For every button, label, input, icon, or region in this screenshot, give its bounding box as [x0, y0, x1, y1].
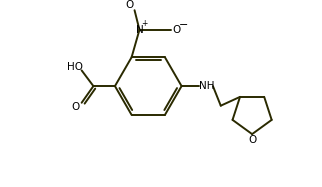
Text: O: O — [248, 135, 256, 145]
Text: −: − — [179, 20, 188, 30]
Text: NH: NH — [199, 81, 215, 91]
Text: HO: HO — [67, 62, 83, 71]
Text: N: N — [136, 25, 143, 35]
Text: O: O — [173, 25, 181, 35]
Text: O: O — [126, 0, 134, 10]
Text: O: O — [71, 102, 80, 112]
Text: +: + — [141, 19, 147, 28]
